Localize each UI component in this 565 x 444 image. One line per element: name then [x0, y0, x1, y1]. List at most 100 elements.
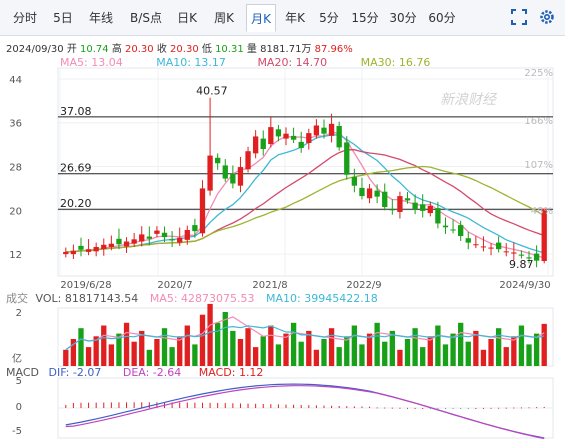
volume-bar: [268, 325, 274, 366]
candle-body: [215, 157, 221, 164]
candle-body: [260, 138, 266, 150]
macd-tick-label: 5: [16, 376, 22, 387]
tab-9[interactable]: 15分: [351, 11, 379, 25]
period-tab-bar: [0, 0, 565, 36]
volume-bar: [389, 330, 395, 366]
tab-5[interactable]: 周K: [214, 11, 234, 25]
volume-bar: [420, 347, 426, 366]
candle-body: [70, 250, 77, 255]
candle-body: [328, 123, 335, 136]
volume-bar: [245, 328, 251, 366]
volume-value: 8181.71万: [260, 44, 312, 55]
ma10-line: [65, 134, 545, 254]
fullscreen-icon[interactable]: [510, 8, 528, 26]
volume-bar: [78, 328, 84, 366]
vol-tick-label: 亿: [12, 352, 22, 365]
volume-title: 成交: [6, 292, 28, 305]
volume-bar: [70, 339, 77, 366]
ma20-legend: MA20: 14.70: [257, 56, 328, 69]
tab-2[interactable]: 年线: [88, 11, 113, 25]
low-annotation: 9.87: [509, 258, 534, 271]
volume-bar: [275, 344, 282, 366]
gear-icon[interactable]: [538, 8, 556, 26]
volume-bar: [336, 347, 342, 366]
candle-body: [230, 173, 236, 184]
candle-body: [93, 246, 99, 252]
dif-value: DIF: -2.07: [48, 366, 102, 379]
pct-tick-label: 225%: [524, 68, 553, 79]
tab-7[interactable]: 年K: [285, 11, 305, 25]
volume-ma-line: [65, 325, 545, 351]
volume-bar: [518, 325, 525, 366]
candle-body: [131, 239, 137, 244]
vol-value: VOL: 81817143.54: [35, 292, 139, 305]
candle-body: [382, 191, 388, 208]
level-label: 37.08: [60, 105, 92, 118]
macd-tick-label: 0: [16, 402, 22, 413]
open-value: 10.74: [80, 44, 109, 55]
candle-body: [404, 198, 411, 201]
dif-line: [65, 383, 545, 439]
volume-bar: [473, 330, 479, 366]
volume-bar: [215, 322, 221, 366]
high-label: 高: [111, 44, 122, 55]
price-tick-label: 28: [9, 163, 22, 174]
candle-body: [526, 257, 532, 259]
candle-body: [222, 165, 228, 179]
ma5-legend: MA5: 13.04: [60, 56, 123, 69]
price-tick-label: 36: [9, 119, 22, 130]
candle-body: [252, 136, 259, 154]
volume-bar: [412, 328, 418, 366]
tab-8[interactable]: 5分: [319, 11, 339, 25]
candle-body: [78, 245, 84, 250]
candle-body: [518, 254, 525, 256]
tab-4[interactable]: 日K: [177, 11, 197, 25]
candle-body: [450, 229, 456, 231]
volume-bar: [290, 322, 297, 366]
volume-bar: [503, 347, 509, 366]
tab-6[interactable]: 月K: [246, 4, 276, 32]
volume-bar: [123, 322, 130, 366]
candle-body: [283, 133, 289, 139]
volume-bar: [313, 349, 320, 366]
volume-bar: [480, 349, 487, 366]
tab-10[interactable]: 30分: [389, 11, 417, 25]
candle-body: [458, 225, 464, 237]
tab-3[interactable]: B/S点: [130, 11, 162, 25]
candle-body: [465, 238, 471, 243]
ma10-legend: MA10: 13.17: [156, 56, 226, 69]
volume-bar: [465, 341, 471, 366]
candle-body: [108, 243, 115, 247]
time-label: 2024/9/30: [499, 280, 550, 291]
volume-bar: [328, 328, 335, 366]
candle-body: [511, 252, 517, 254]
candle-body: [374, 190, 380, 197]
tab-11[interactable]: 60分: [428, 11, 456, 25]
quote-info: 2024/09/30 开 10.74 高 20.30 收 20.30 低 10.…: [6, 40, 353, 55]
volume-bar: [382, 341, 388, 366]
candle-body: [533, 253, 540, 261]
candle-body: [344, 142, 350, 175]
price-tick-label: 12: [9, 250, 22, 261]
candle-body: [389, 209, 395, 211]
candle-body: [435, 208, 441, 224]
tab-0[interactable]: 分时: [12, 11, 37, 25]
volume-bar: [283, 333, 289, 366]
change-pct: 87.96%: [314, 44, 353, 55]
volume-bar: [131, 341, 137, 366]
candle-body: [420, 204, 426, 211]
volume-bar: [351, 325, 358, 366]
candle-body: [412, 202, 418, 210]
candle-body: [480, 246, 487, 248]
candle-body: [139, 234, 145, 242]
volume-bar: [101, 325, 107, 366]
quote-date: 2024/09/30: [6, 44, 64, 55]
volume-bar: [93, 336, 99, 366]
volume-bar: [63, 349, 69, 366]
volume-ma-line: [65, 316, 545, 351]
candle-body: [161, 232, 168, 238]
watermark: 新浪财经: [440, 92, 498, 108]
candle-body: [321, 127, 327, 134]
tab-1[interactable]: 5日: [53, 11, 73, 25]
